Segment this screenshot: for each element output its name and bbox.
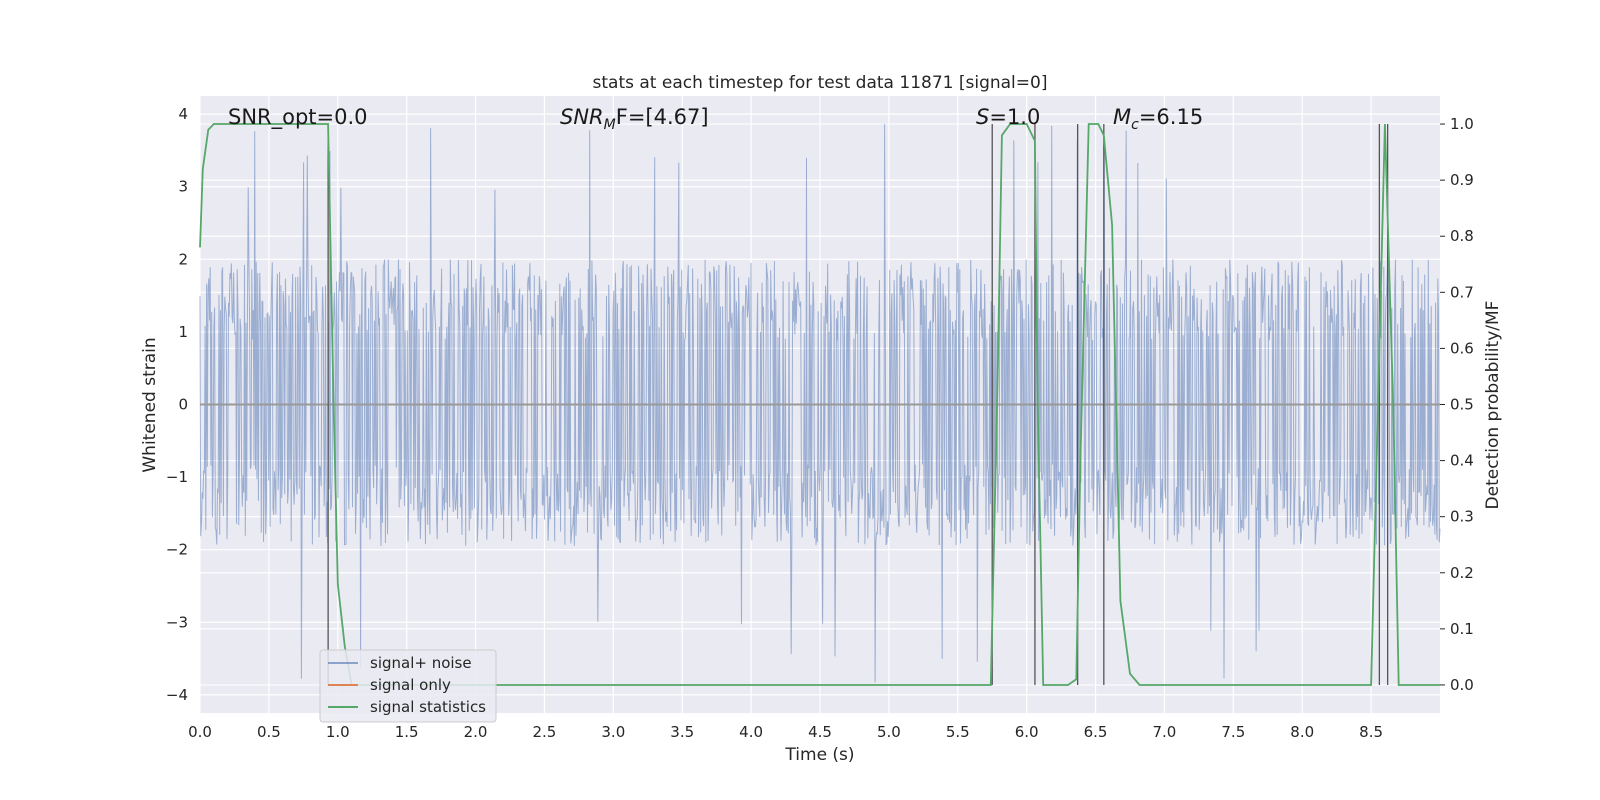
y-tick-label: −1 [166,468,188,486]
x-tick-label: 4.0 [739,723,763,741]
y-tick-label: −2 [166,541,188,559]
y2-tick-label: 0.8 [1450,227,1474,245]
x-tick-label: 4.5 [808,723,832,741]
x-tick-label: 3.0 [601,723,625,741]
y-tick-label: 2 [178,250,188,268]
y2-tick-label: 0.6 [1450,339,1474,357]
legend-label-signal-statistics: signal statistics [370,698,486,716]
annotation-mc: Mc=6.15 [1113,105,1203,133]
x-tick-label: 0.0 [188,723,212,741]
x-tick-label: 2.0 [464,723,488,741]
signal-noise-series [199,123,1441,683]
y2-tick-label: 0.0 [1450,676,1474,694]
y2-axis-ticks: 0.0 0.1 0.2 0.3 0.4 0.5 0.6 0.7 0.8 0.9 1.0 [1440,115,1474,694]
y-tick-label: −3 [166,613,188,631]
x-tick-label: 8.5 [1359,723,1383,741]
x-axis-label: Time (s) [784,745,854,765]
y2-tick-label: 0.1 [1450,620,1474,638]
x-tick-label: 5.0 [877,723,901,741]
x-tick-label: 7.5 [1221,723,1245,741]
annotation-s: S=1.0 [976,105,1040,129]
y2-tick-label: 0.7 [1450,283,1474,301]
x-tick-label: 2.5 [533,723,557,741]
y-axis-ticks: −4 −3 −2 −1 0 1 2 3 4 [166,105,188,704]
legend-label-signal-only: signal only [370,676,451,694]
y2-axis-label: Detection probability/MF [1483,301,1503,510]
x-tick-label: 1.0 [326,723,350,741]
x-tick-label: 8.0 [1290,723,1314,741]
y-tick-label: −4 [166,686,188,704]
y-axis-label: Whitened strain [140,337,160,472]
y2-tick-label: 0.5 [1450,396,1474,414]
chart-title: stats at each timestep for test data 118… [593,73,1048,93]
x-tick-label: 0.5 [257,723,281,741]
x-tick-label: 6.0 [1015,723,1039,741]
legend-label-signal-noise: signal+ noise [370,654,472,672]
y2-tick-label: 0.2 [1450,564,1474,582]
y2-tick-label: 0.4 [1450,452,1474,470]
y-tick-label: 4 [178,105,188,123]
x-tick-label: 6.5 [1084,723,1108,741]
x-axis-ticks: 0.0 0.5 1.0 1.5 2.0 2.5 3.0 3.5 4.0 4.5 5.0 5.5 6.0 6… [188,723,1383,741]
annotation-snr-opt: SNR_opt=0.0 [228,105,368,130]
y2-tick-label: 0.3 [1450,508,1474,526]
y2-tick-label: 1.0 [1450,115,1474,133]
legend: signal+ noise signal only signal statist… [319,649,497,723]
y-tick-label: 1 [178,323,188,341]
x-tick-label: 5.5 [946,723,970,741]
y-tick-label: 3 [178,178,188,196]
x-tick-label: 3.5 [670,723,694,741]
y-tick-label: 0 [178,396,188,414]
x-tick-label: 7.0 [1153,723,1177,741]
annotation-snr-mf: SNRMF=[4.67] [560,105,709,133]
y2-tick-label: 0.9 [1450,171,1474,189]
signal-noise-trace [199,123,1441,683]
legend-box [319,649,497,723]
signal-statistics-series [199,123,1440,686]
x-tick-label: 1.5 [395,723,419,741]
